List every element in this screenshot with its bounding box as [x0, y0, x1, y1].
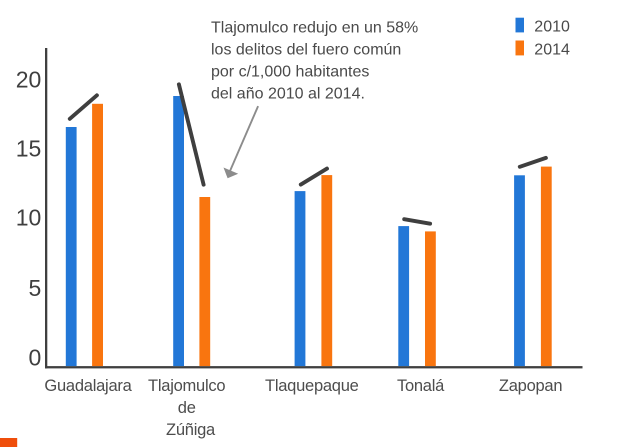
- svg-text:Tonalá: Tonalá: [397, 377, 445, 395]
- svg-text:los delitos del fuero común: los delitos del fuero común: [211, 41, 401, 58]
- svg-text:15: 15: [16, 135, 42, 161]
- svg-text:2014: 2014: [534, 41, 570, 58]
- svg-text:Tlaquepaque: Tlaquepaque: [265, 377, 359, 395]
- svg-text:de: de: [178, 399, 196, 417]
- svg-text:5: 5: [29, 275, 42, 301]
- svg-text:por c/1,000 habitantes: por c/1,000 habitantes: [211, 63, 369, 80]
- svg-text:Zapopan: Zapopan: [499, 377, 562, 395]
- svg-text:del año 2010 al 2014.: del año 2010 al 2014.: [211, 85, 365, 102]
- svg-text:2010: 2010: [534, 18, 570, 35]
- svg-text:Guadalajara: Guadalajara: [44, 377, 132, 395]
- svg-text:0: 0: [29, 345, 42, 371]
- svg-text:Zúñiga: Zúñiga: [166, 421, 216, 439]
- svg-text:10: 10: [16, 205, 42, 231]
- svg-text:Tlajomulco redujo en un 58%: Tlajomulco redujo en un 58%: [211, 19, 418, 36]
- svg-text:Tlajomulco: Tlajomulco: [148, 377, 225, 395]
- svg-text:20: 20: [16, 67, 42, 93]
